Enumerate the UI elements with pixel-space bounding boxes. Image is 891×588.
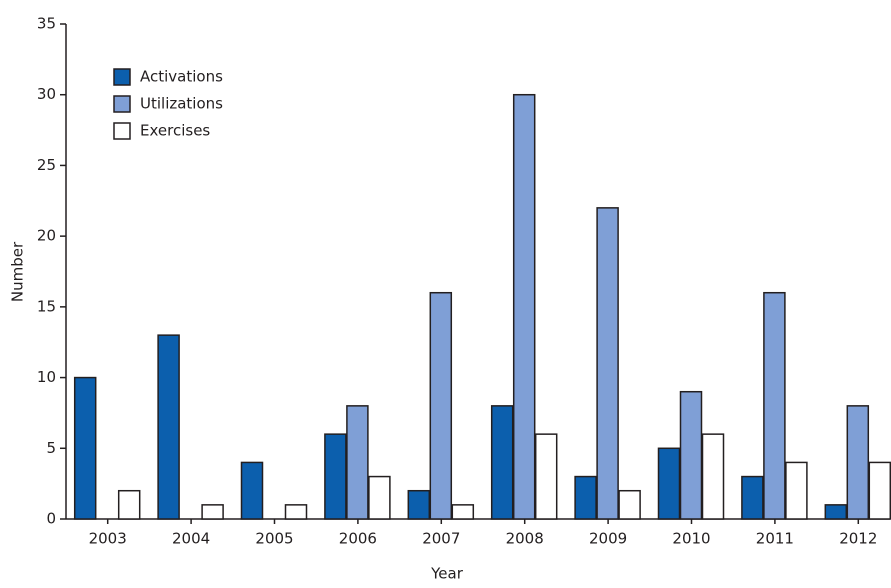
bar bbox=[157, 334, 180, 520]
y-tick-label: 35 bbox=[37, 15, 56, 33]
bar bbox=[763, 291, 786, 520]
bar bbox=[346, 405, 369, 520]
x-tick-label: 2008 bbox=[506, 530, 544, 548]
y-tick-label: 25 bbox=[37, 156, 56, 174]
bar bbox=[490, 405, 514, 520]
x-tick-label: 2007 bbox=[422, 530, 460, 548]
y-tick-label: 15 bbox=[37, 297, 56, 315]
legend-swatch bbox=[113, 122, 131, 140]
legend-label: Activations bbox=[140, 68, 223, 86]
legend-label: Exercises bbox=[140, 122, 210, 140]
y-tick-label: 5 bbox=[46, 439, 56, 457]
legend-label: Utilizations bbox=[140, 95, 223, 113]
x-tick-label: 2012 bbox=[839, 530, 877, 548]
x-axis-label: Year bbox=[430, 565, 464, 583]
y-tick-label: 30 bbox=[37, 85, 56, 103]
bar bbox=[679, 390, 703, 520]
bar bbox=[534, 433, 558, 520]
x-tick-label: 2009 bbox=[589, 530, 627, 548]
x-tick-label: 2006 bbox=[339, 530, 377, 548]
bar bbox=[324, 433, 347, 520]
x-tick-label: 2003 bbox=[89, 530, 127, 548]
bar bbox=[846, 405, 870, 520]
bar bbox=[451, 504, 475, 520]
bar bbox=[512, 93, 536, 520]
bar bbox=[117, 489, 141, 520]
bar bbox=[657, 447, 681, 520]
bar bbox=[741, 475, 764, 520]
bar bbox=[429, 291, 453, 520]
y-tick-label: 20 bbox=[37, 227, 56, 245]
bar bbox=[596, 207, 619, 520]
legend-swatch bbox=[113, 95, 131, 113]
legend-swatch bbox=[113, 68, 131, 86]
x-tick-label: 2011 bbox=[756, 530, 794, 548]
bar bbox=[868, 461, 891, 520]
bar bbox=[574, 475, 597, 520]
bar bbox=[201, 504, 224, 520]
bar bbox=[284, 504, 308, 520]
y-axis-label: Number bbox=[9, 241, 27, 302]
bar bbox=[368, 475, 391, 520]
x-tick-label: 2005 bbox=[255, 530, 293, 548]
bar bbox=[240, 461, 264, 520]
bar bbox=[73, 376, 97, 520]
bar bbox=[407, 489, 431, 520]
bar bbox=[785, 461, 808, 520]
bar bbox=[618, 489, 641, 520]
y-tick-label: 10 bbox=[37, 368, 56, 386]
bar bbox=[701, 433, 725, 520]
x-tick-label: 2004 bbox=[172, 530, 210, 548]
bar bbox=[824, 504, 848, 520]
x-tick-label: 2010 bbox=[672, 530, 710, 548]
y-tick-label: 0 bbox=[46, 510, 56, 528]
